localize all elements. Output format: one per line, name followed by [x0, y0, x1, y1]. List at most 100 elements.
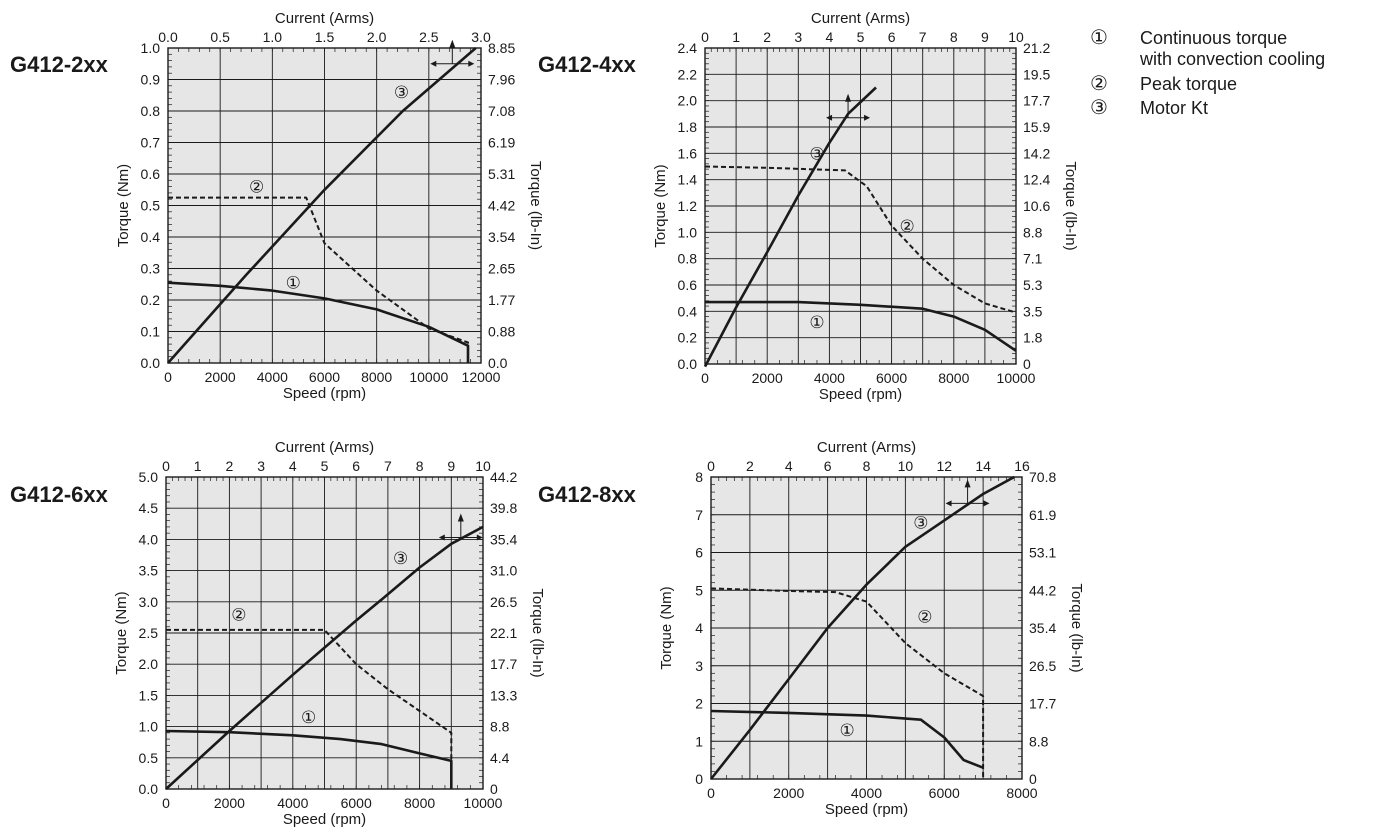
x2-tick-label: 0: [701, 29, 709, 45]
y2-tick-label: 3.5: [1023, 303, 1043, 319]
x2-tick-label: 1: [194, 458, 202, 474]
plot-frame: [704, 47, 1017, 365]
y-axis-title: Torque (Nm): [658, 586, 675, 669]
x-tick-label: 2000: [214, 795, 245, 811]
y-tick-label: 0: [695, 771, 703, 787]
y-tick-label: 0.0: [141, 355, 161, 371]
y-tick-label: 1.4: [678, 172, 698, 188]
x2-tick-label: 7: [384, 458, 392, 474]
legend-marker: ①: [1090, 27, 1108, 49]
y2-tick-label: 2.65: [488, 261, 515, 277]
x-tick-label: 0: [707, 785, 715, 801]
legend-marker: ②: [1090, 73, 1108, 95]
x2-tick-label: 6: [352, 458, 360, 474]
x-tick-label: 6000: [341, 795, 372, 811]
x2-axis-title: Current (Arms): [811, 10, 910, 27]
x2-tick-label: 1.5: [315, 29, 335, 45]
y2-tick-label: 1.8: [1023, 330, 1043, 346]
plot-frame: [710, 476, 1023, 780]
y-tick-label: 4.5: [139, 500, 159, 516]
y-tick-label: 1.0: [678, 224, 698, 240]
x-tick-label: 2000: [752, 370, 783, 386]
arrow-left-head: [438, 534, 445, 541]
y-tick-label: 2.4: [678, 40, 698, 56]
y-tick-label: 8: [695, 469, 703, 485]
arrow-up-head: [449, 39, 456, 48]
y2-tick-label: 61.9: [1029, 507, 1056, 523]
x2-tick-label: 16: [1014, 458, 1030, 474]
y2-tick-label: 8.8: [1029, 733, 1049, 749]
x2-tick-label: 9: [981, 29, 989, 45]
y-tick-label: 1.0: [139, 719, 159, 735]
curve-label: ②: [231, 605, 246, 625]
y-tick-label: 5: [695, 582, 703, 598]
x2-tick-label: 2: [746, 458, 754, 474]
y2-tick-label: 7.08: [488, 103, 515, 119]
arrow-up-head: [964, 479, 971, 488]
series-continuous-torque: [710, 709, 984, 769]
y2-tick-label: 44.2: [1029, 582, 1056, 598]
chart-model-title: G412-6xx: [10, 482, 109, 507]
y-tick-label: 7: [695, 507, 703, 523]
x2-tick-label: 8: [950, 29, 958, 45]
arrow-right-head: [468, 60, 475, 67]
y-axis-title: Torque (Nm): [115, 164, 132, 247]
y2-axis-title: Torque (lb-In): [529, 588, 546, 677]
y2-tick-label: 1.77: [488, 292, 515, 308]
y-tick-label: 1.6: [678, 145, 698, 161]
y-tick-label: 3.5: [139, 563, 159, 579]
x2-tick-label: 0.5: [210, 29, 230, 45]
y2-tick-label: 0.0: [488, 355, 508, 371]
y-tick-label: 3.0: [139, 594, 159, 610]
curve-label: ③: [394, 83, 409, 103]
x-tick-label: 10000: [997, 370, 1036, 386]
y2-tick-label: 17.7: [1023, 93, 1050, 109]
y-tick-label: 2.0: [139, 656, 159, 672]
x2-tick-label: 3: [257, 458, 265, 474]
y-tick-label: 0.0: [139, 781, 159, 797]
y2-tick-label: 53.1: [1029, 545, 1056, 561]
x-tick-label: 6000: [876, 370, 907, 386]
y-tick-label: 2.0: [678, 93, 698, 109]
y2-tick-label: 0: [1023, 356, 1031, 372]
x2-tick-label: 4: [785, 458, 793, 474]
x2-tick-label: 5: [857, 29, 865, 45]
y-tick-label: 0.7: [141, 135, 161, 151]
x2-tick-label: 7: [919, 29, 927, 45]
x-tick-label: 12000: [462, 369, 501, 385]
x2-tick-label: 3.0: [471, 29, 491, 45]
x-tick-label: 4000: [851, 785, 882, 801]
x-axis-title: Speed (rpm): [283, 385, 366, 402]
legend-item-kt: ③ Motor Kt: [1090, 96, 1370, 120]
arrow-up-head: [457, 513, 464, 522]
x2-tick-label: 8: [416, 458, 424, 474]
x2-tick-label: 2: [763, 29, 771, 45]
y-axis-title: Torque (Nm): [652, 164, 669, 247]
x-tick-label: 4000: [814, 370, 845, 386]
x-tick-label: 8000: [404, 795, 435, 811]
series-motor-kt: [709, 475, 1015, 780]
y2-tick-label: 7.96: [488, 72, 515, 88]
y2-tick-label: 14.2: [1023, 145, 1050, 161]
y2-tick-label: 22.1: [490, 625, 517, 641]
x-tick-label: 10000: [464, 795, 503, 811]
y2-tick-label: 21.2: [1023, 40, 1050, 56]
y-axis-title: Torque (Nm): [113, 591, 130, 674]
x-tick-label: 2000: [773, 785, 804, 801]
x2-axis-title: Current (Arms): [275, 439, 374, 456]
x-tick-label: 6000: [309, 369, 340, 385]
series-peak-torque: [166, 628, 453, 789]
y2-axis-title: Torque (lb-In): [527, 161, 544, 250]
curve-label: ②: [900, 217, 915, 237]
y2-tick-label: 5.31: [488, 166, 515, 182]
curve-label: ②: [917, 608, 932, 628]
x2-tick-label: 3: [794, 29, 802, 45]
chart-model-title: G412-4xx: [538, 52, 637, 77]
curve-label: ③: [809, 144, 824, 164]
y2-tick-label: 0: [490, 781, 498, 797]
